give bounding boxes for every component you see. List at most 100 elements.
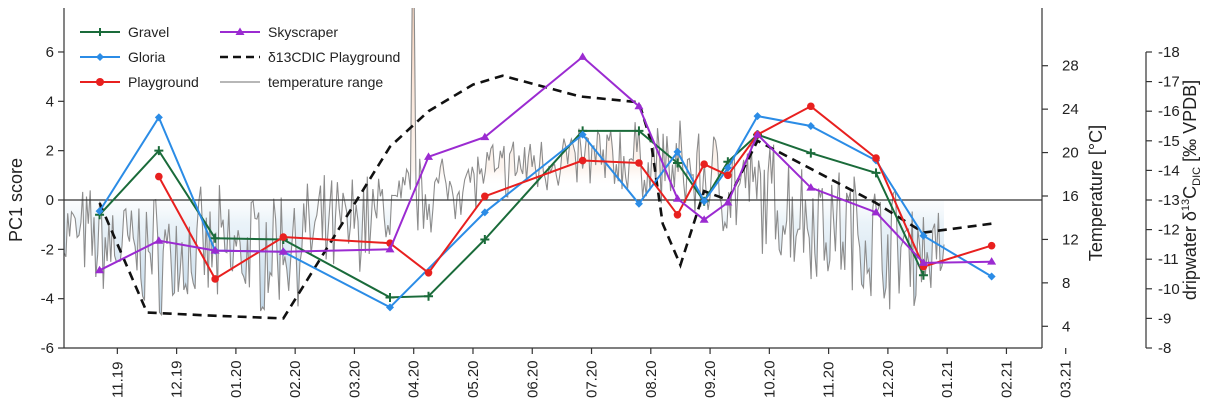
x-tick-label: 11.20 <box>821 362 838 398</box>
d13c-tick-label: -9 <box>1158 310 1171 327</box>
point-playground-4 <box>424 268 433 277</box>
point-gloria-12 <box>806 121 815 130</box>
x-tick-label: 04.20 <box>406 360 423 398</box>
legend-marker-playground <box>96 78 104 86</box>
point-playground-10 <box>724 171 732 180</box>
point-playground-13 <box>872 154 880 162</box>
point-skyscraper-14 <box>871 207 881 216</box>
point-gravel-8 <box>634 126 644 136</box>
temperature-tick-label: 8 <box>1062 275 1070 292</box>
d13c-axis-title-prefix: dripwater δ <box>1180 211 1200 300</box>
d13c-tick-label: -10 <box>1158 281 1180 298</box>
point-skyscraper-7 <box>578 52 588 60</box>
temperature-tick-label: 20 <box>1062 145 1079 162</box>
legend-label-temperature: temperature range <box>268 74 383 90</box>
x-tick-label: 02.20 <box>287 360 304 398</box>
x-tick-label: 03.21 <box>1058 360 1075 398</box>
point-skyscraper-0 <box>95 265 105 274</box>
d13c-tick-label: -13 <box>1158 192 1180 209</box>
point-playground-2 <box>279 233 288 241</box>
d13c-tick-label: -15 <box>1158 133 1180 150</box>
d13c-axis-title-mid: C <box>1180 186 1200 199</box>
point-playground-15 <box>987 241 996 250</box>
point-gloria-10 <box>723 163 732 172</box>
legend-item-d13c: δ13CDIC Playground <box>220 49 400 65</box>
d13c-tick-label: -16 <box>1158 103 1180 120</box>
left-tick-label: 6 <box>46 44 54 61</box>
d13c-axis-title-suffix: [‰ VPDB] <box>1180 80 1200 167</box>
point-gloria-14 <box>919 231 928 240</box>
temperature-tick-label: 4 <box>1062 318 1070 335</box>
d13c-tick-label: -11 <box>1158 251 1179 268</box>
x-tick-label: 03.20 <box>346 360 363 398</box>
point-gravel-15 <box>918 270 928 280</box>
temperature-tick-label: 16 <box>1062 188 1079 205</box>
d13c-axis-title: dripwater δ13CDIC [‰ VPDB] <box>1180 80 1203 300</box>
point-gravel-14 <box>871 168 881 178</box>
x-tick-label: 12.19 <box>169 360 186 398</box>
point-gravel-2 <box>210 233 220 243</box>
series-skyscraper <box>95 52 997 274</box>
left-tick-label: 2 <box>46 143 54 160</box>
point-gloria-11 <box>753 112 762 121</box>
left-tick-label: -6 <box>41 340 54 357</box>
point-gravel-4 <box>385 292 395 302</box>
point-gloria-7 <box>634 199 643 208</box>
x-tick-label: 02.21 <box>998 360 1015 398</box>
left-tick-label: 0 <box>46 192 54 209</box>
temperature-tick-label: 24 <box>1062 101 1079 118</box>
point-gloria-15 <box>987 272 996 281</box>
point-skyscraper-12 <box>752 130 762 138</box>
x-tick-label: 05.20 <box>465 360 482 398</box>
series-line-gravel <box>98 129 925 299</box>
point-gloria-4 <box>386 303 394 312</box>
point-gloria-0 <box>95 207 104 216</box>
legend-item-gravel: Gravel <box>80 24 169 40</box>
legend: Gravel Gloria Playground Skyscraper δ13C… <box>72 14 410 100</box>
series-line-playground <box>157 105 992 281</box>
point-skyscraper-8 <box>634 101 644 110</box>
legend-item-gloria: Gloria <box>80 49 166 65</box>
point-skyscraper-11 <box>723 197 733 206</box>
point-playground-1 <box>211 275 219 283</box>
x-tick-label: 12.20 <box>880 360 897 398</box>
point-gravel-1 <box>154 146 164 156</box>
point-playground-9 <box>700 160 708 169</box>
legend-label-playground: Playground <box>128 74 199 90</box>
point-gloria-5 <box>480 208 489 217</box>
point-skyscraper-5 <box>424 152 434 160</box>
left-tick-label: -2 <box>41 241 54 258</box>
pc1-series <box>95 52 997 312</box>
legend-marker-gloria <box>96 53 104 61</box>
x-tick-label: 01.21 <box>939 360 956 398</box>
legend-item-skyscraper: Skyscraper <box>220 24 338 40</box>
point-gloria-1 <box>154 113 163 122</box>
point-gravel-13 <box>806 148 816 158</box>
legend-label-d13c: δ13CDIC Playground <box>268 49 400 65</box>
x-tick-label: 07.20 <box>584 360 601 398</box>
point-gravel-5 <box>424 291 434 301</box>
point-skyscraper-1 <box>154 236 164 244</box>
d13c-tick-label: -14 <box>1158 162 1180 179</box>
d13c-tick-label: -17 <box>1158 74 1180 91</box>
left-tick-label: -4 <box>41 291 54 308</box>
x-tick-label: 11.19 <box>109 362 126 398</box>
point-skyscraper-10 <box>699 215 709 223</box>
x-tick-label: 10.20 <box>761 360 778 398</box>
x-tick-label: 01.20 <box>228 360 245 398</box>
temperature-tick-label: 28 <box>1062 58 1079 75</box>
x-tick-label: 09.20 <box>702 360 719 398</box>
legend-marker-gravel <box>96 28 104 36</box>
temperature-axis-title: Temperature [°C] <box>1086 125 1106 261</box>
point-playground-6 <box>578 156 587 165</box>
x-tick-label: 06.20 <box>524 360 541 398</box>
left-axis-title: PC1 score <box>6 158 26 242</box>
point-skyscraper-4 <box>385 244 395 253</box>
d13c-axis-title-sub: DIC <box>1191 167 1203 186</box>
point-gravel-6 <box>480 234 490 244</box>
d13c-tick-label: -12 <box>1158 222 1180 239</box>
point-playground-8 <box>673 211 682 219</box>
point-gloria-9 <box>700 197 709 206</box>
point-skyscraper-16 <box>987 257 997 265</box>
legend-label-gloria: Gloria <box>128 49 166 65</box>
